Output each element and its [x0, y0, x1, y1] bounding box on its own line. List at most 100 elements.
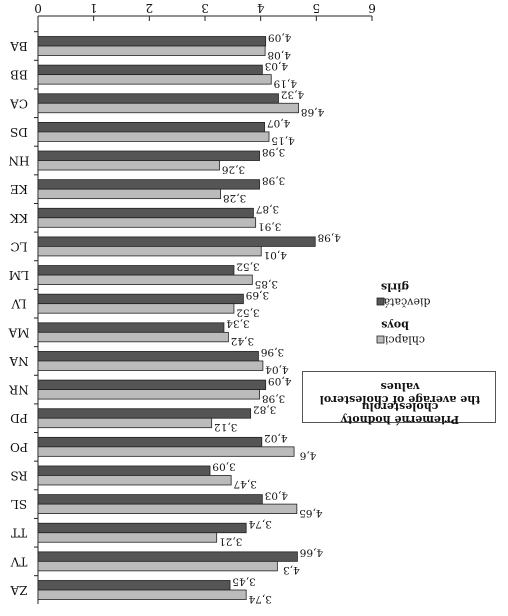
category-label: SL — [11, 497, 27, 511]
data-label-girls: 4,66 — [299, 547, 323, 559]
x-tick-label: 3 — [201, 1, 209, 15]
legend-girls-swatch — [376, 297, 385, 306]
bar-girls — [37, 351, 259, 362]
data-label-girls: 4,98 — [318, 232, 341, 244]
x-tick-label: 5 — [313, 1, 321, 15]
legend-boys-label: chlapci — [385, 334, 426, 347]
data-label-boys: 4,19 — [274, 77, 297, 89]
bar-boys — [37, 589, 247, 600]
bar-boys — [37, 360, 264, 371]
category-label: HN — [9, 154, 30, 168]
bar-boys — [37, 274, 253, 285]
category-label: BA — [10, 39, 28, 53]
category-label: KK — [9, 211, 28, 225]
bar-girls — [37, 293, 244, 305]
note-line-slovak: Priemerné hodnoty cholesterolu — [340, 400, 460, 426]
data-label-boys: 3,12 — [214, 421, 237, 433]
category-label: PO — [10, 440, 28, 454]
x-tick-label: 2 — [146, 1, 154, 15]
category-label: ZA — [10, 583, 27, 597]
legend-girls-sublabel: girls — [381, 281, 409, 294]
data-label-boys: 4,65 — [299, 507, 322, 519]
bar-boys — [37, 503, 298, 515]
x-tick-label: 0 — [34, 1, 42, 15]
category-label: LM — [9, 268, 29, 282]
bar-girls — [37, 408, 252, 419]
category-label: LC — [10, 239, 27, 253]
data-label-boys: 4,6 — [299, 450, 316, 462]
data-label-girls: 4,09 — [268, 375, 291, 387]
data-label-boys: 3,52 — [236, 306, 259, 318]
bar-boys — [37, 389, 260, 400]
data-label-boys: 4,04 — [265, 364, 289, 376]
bar-girls — [37, 551, 298, 562]
category-label: RS — [10, 468, 27, 482]
data-label-girls: 3,45 — [232, 575, 255, 587]
data-label-boys: 3,26 — [221, 163, 245, 175]
x-tick-label: 6 — [368, 1, 376, 15]
category-label: PD — [10, 411, 28, 425]
data-label-boys: 3,28 — [223, 192, 246, 204]
bar-boys — [37, 303, 235, 314]
data-label-girls: 4,03 — [265, 60, 288, 72]
bar-girls — [37, 236, 316, 247]
bar-girls — [37, 379, 267, 390]
category-label: KE — [10, 182, 28, 196]
bar-boys — [37, 102, 299, 114]
data-label-girls: 3,82 — [253, 403, 276, 415]
bar-girls — [37, 207, 254, 219]
data-label-girls: 3,09 — [212, 461, 235, 473]
bar-girls — [37, 36, 267, 47]
bar-girls — [37, 64, 263, 76]
data-label-boys: 4,68 — [301, 106, 324, 118]
bar-girls — [37, 265, 235, 276]
category-label: DS — [10, 125, 28, 139]
bar-boys — [37, 74, 272, 85]
bar-boys — [37, 532, 218, 543]
data-label-girls: 4,03 — [265, 489, 288, 501]
bar-girls — [37, 93, 279, 104]
legend-girls-label: dievčatá — [383, 296, 430, 309]
data-label-boys: 3,91 — [258, 221, 281, 233]
data-label-girls: 3,69 — [246, 289, 269, 301]
bar-boys — [37, 160, 220, 171]
bar-girls — [37, 580, 231, 591]
category-label: TT — [11, 526, 27, 540]
category-label: LV — [11, 297, 27, 311]
data-label-girls: 3,34 — [226, 318, 250, 330]
category-label: NR — [8, 383, 29, 397]
bar-girls — [37, 179, 260, 190]
bar-boys — [37, 217, 257, 228]
x-tick-label: 1 — [90, 1, 98, 15]
category-label: NA — [9, 354, 29, 368]
data-label-girls: 4,09 — [268, 31, 291, 43]
bar-boys — [37, 246, 262, 257]
bar-girls — [37, 494, 263, 505]
bar-boys — [37, 188, 221, 200]
category-label: MA — [8, 325, 29, 339]
data-label-girls: 4,02 — [264, 432, 287, 444]
bar-boys — [37, 417, 213, 429]
legend-boys-sublabel: boys — [381, 319, 409, 332]
data-label-boys: 4,01 — [264, 249, 287, 261]
bar-girls — [37, 465, 211, 476]
bar-boys — [37, 446, 295, 457]
category-label: CA — [10, 96, 28, 110]
data-label-girls: 3,87 — [256, 203, 279, 215]
data-label-girls: 3,98 — [262, 174, 285, 186]
data-label-boys: 3,74 — [248, 593, 272, 605]
data-label-girls: 4,07 — [267, 117, 290, 129]
data-label-boys: 4,3 — [283, 564, 300, 576]
bar-girls — [37, 436, 263, 448]
bar-boys — [37, 475, 232, 486]
data-label-boys: 3,21 — [219, 535, 242, 547]
bar-boys — [37, 45, 266, 56]
bar-girls — [37, 522, 247, 534]
data-label-girls: 3,52 — [236, 260, 259, 272]
legend-boys-swatch — [376, 335, 385, 344]
bar-girls — [37, 150, 260, 161]
data-label-girls: 4,32 — [281, 89, 304, 101]
data-label-boys: 3,47 — [233, 478, 256, 490]
